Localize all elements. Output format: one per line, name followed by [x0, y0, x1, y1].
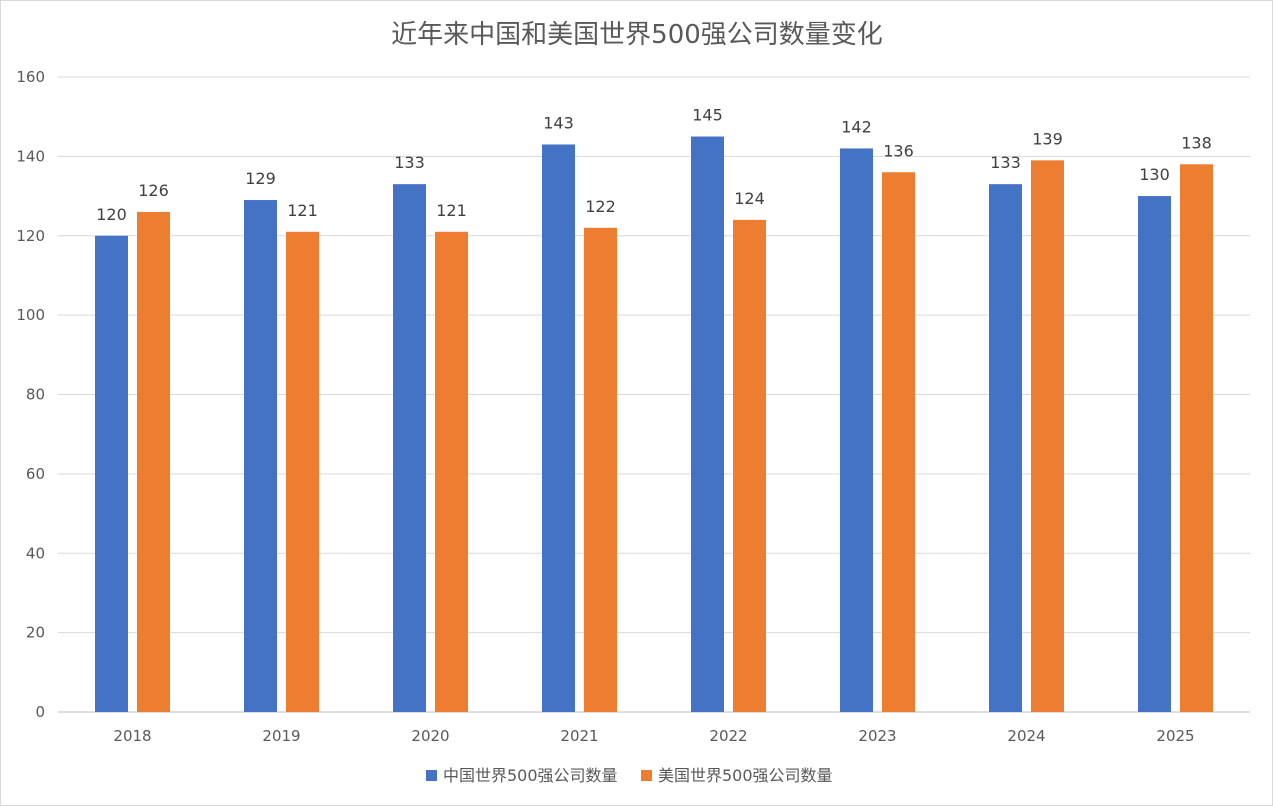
data-label: 129 [245, 169, 276, 188]
data-label: 130 [1139, 165, 1170, 184]
bar-2018-s2 [137, 211, 170, 712]
bar-2024-s2 [1031, 160, 1064, 712]
data-label: 133 [394, 153, 425, 172]
y-tick-label: 120 [16, 227, 45, 245]
bar-2021-s1 [542, 144, 575, 712]
y-tick-label: 60 [26, 465, 45, 483]
data-label: 143 [543, 113, 574, 132]
legend: 中国世界500强公司数量 美国世界500强公司数量 [426, 766, 833, 785]
x-tick-label: 2023 [858, 727, 896, 745]
data-label: 121 [287, 201, 318, 220]
bar-2021-s2 [584, 227, 617, 712]
x-tick-label: 2020 [411, 727, 449, 745]
chart-title: 近年来中国和美国世界500强公司数量变化 [391, 20, 883, 50]
x-tick-label: 2019 [262, 727, 300, 745]
data-label: 122 [585, 197, 616, 216]
x-tick-label: 2021 [560, 727, 598, 745]
legend-label-s2: 美国世界500强公司数量 [658, 766, 833, 785]
legend-swatch-s1 [426, 770, 437, 781]
bar-2019-s2 [286, 231, 319, 712]
bar-2018-s1 [95, 235, 128, 712]
bar-2025-s1 [1138, 196, 1171, 712]
bars [95, 136, 1213, 712]
x-tick-label: 2025 [1156, 727, 1194, 745]
data-label: 136 [883, 141, 914, 160]
x-tick-label: 2022 [709, 727, 747, 745]
legend-label-s1: 中国世界500强公司数量 [443, 766, 618, 785]
bar-2022-s1 [691, 136, 724, 712]
bar-2025-s2 [1180, 164, 1213, 712]
x-axis-ticks: 2018 2019 2020 2021 2022 2023 2024 2025 [113, 727, 1194, 745]
bar-2020-s1 [393, 184, 426, 712]
x-tick-label: 2024 [1007, 727, 1045, 745]
data-labels: 120 126 129 121 133 121 143 122 145 124 142 136 133 1… [96, 106, 1212, 224]
data-label: 126 [138, 181, 169, 200]
y-axis-ticks: 0 20 40 60 80 100 120 140 160 [16, 68, 45, 721]
data-label: 139 [1032, 129, 1063, 148]
y-tick-label: 140 [16, 147, 45, 165]
bar-2023-s1 [840, 148, 873, 712]
data-label: 124 [734, 189, 765, 208]
legend-swatch-s2 [641, 770, 652, 781]
data-label: 121 [436, 201, 467, 220]
data-label: 138 [1181, 133, 1212, 152]
data-label: 133 [990, 153, 1021, 172]
x-tick-label: 2018 [113, 727, 151, 745]
bar-2022-s2 [733, 219, 766, 712]
gridlines [58, 76, 1250, 713]
bar-2023-s2 [882, 172, 915, 712]
bar-2019-s1 [244, 200, 277, 712]
data-label: 145 [692, 106, 723, 125]
bar-2020-s2 [435, 231, 468, 712]
data-label: 142 [841, 117, 872, 136]
y-tick-label: 160 [16, 68, 45, 86]
y-tick-label: 40 [26, 544, 45, 562]
y-tick-label: 80 [26, 386, 45, 404]
data-label: 120 [96, 205, 127, 224]
y-tick-label: 20 [26, 624, 45, 642]
bar-2024-s1 [989, 184, 1022, 712]
y-tick-label: 100 [16, 306, 45, 324]
y-tick-label: 0 [35, 703, 45, 721]
